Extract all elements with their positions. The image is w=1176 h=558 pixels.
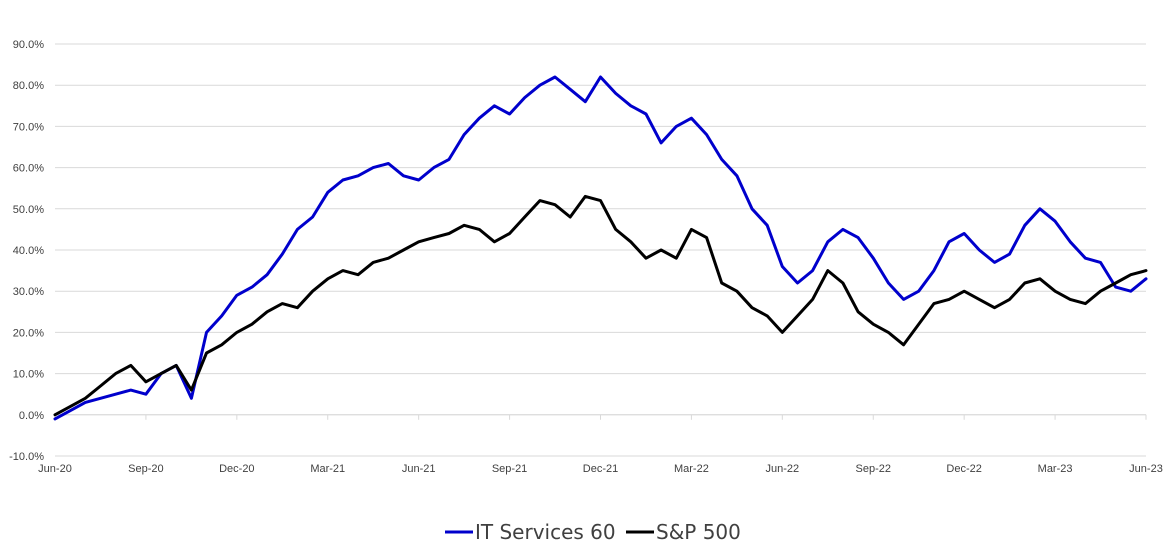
legend: IT Services 60 S&P 500	[445, 520, 741, 544]
x-tick-label: Jun-23	[1129, 463, 1163, 475]
y-axis-ticks: -10.0% 0.0% 10.0% 20.0% 30.0% 40.0% 50.0% 60.0%…	[9, 39, 44, 463]
x-tick-label: Mar-21	[310, 463, 345, 475]
x-tick-label: Jun-20	[38, 463, 72, 475]
series-lines	[53, 75, 1148, 421]
y-tick-label: 90.0%	[13, 39, 44, 51]
y-tick-label: 60.0%	[13, 163, 44, 175]
series-line-it-services-60	[53, 75, 1148, 421]
legend-label-sp-500: S&P 500	[656, 520, 741, 544]
x-tick-label: Jun-22	[766, 463, 800, 475]
y-tick-label: 0.0%	[19, 410, 44, 422]
y-tick-label: 70.0%	[13, 121, 44, 133]
x-tick-label: Jun-21	[402, 463, 436, 475]
y-tick-label: 80.0%	[13, 80, 44, 92]
x-tick-label: Sep-21	[492, 463, 527, 475]
y-tick-label: 40.0%	[13, 245, 44, 257]
x-tick-label: Dec-22	[946, 463, 981, 475]
x-tick-label: Sep-22	[856, 463, 891, 475]
x-tick-label: Mar-23	[1038, 463, 1073, 475]
x-tick-label: Mar-22	[674, 463, 709, 475]
gridlines	[55, 43, 1146, 457]
x-tick-label: Dec-21	[583, 463, 618, 475]
y-tick-label: 20.0%	[13, 327, 44, 339]
series-line-sp-500	[53, 194, 1148, 417]
y-tick-label: 30.0%	[13, 286, 44, 298]
y-tick-label: 10.0%	[13, 369, 44, 381]
x-tick-label: Sep-20	[128, 463, 163, 475]
y-tick-label: -10.0%	[9, 451, 44, 463]
legend-label-it-services-60: IT Services 60	[475, 520, 616, 544]
y-tick-label: 50.0%	[13, 204, 44, 216]
x-tick-label: Dec-20	[219, 463, 254, 475]
x-axis-ticks: Jun-20 Sep-20 Dec-20 Mar-21 Jun-21 Sep-21 Dec-…	[38, 414, 1163, 475]
